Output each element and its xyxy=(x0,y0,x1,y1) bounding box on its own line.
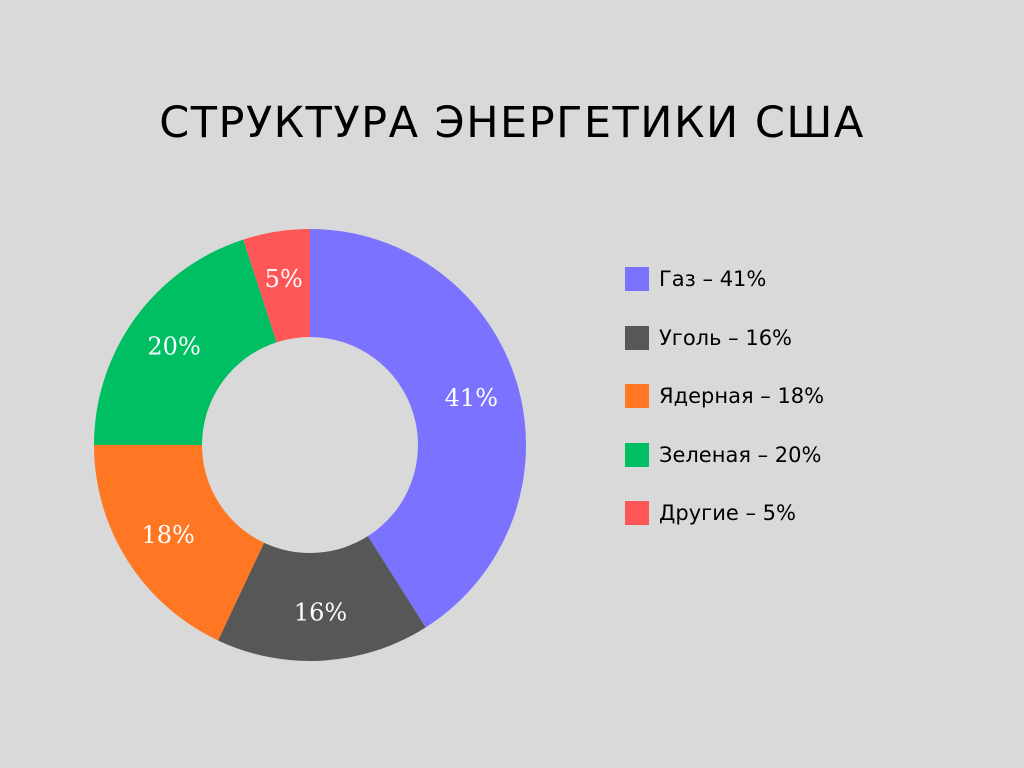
legend-item-green: Зеленая – 20% xyxy=(625,426,824,485)
legend-label-coal: Уголь – 16% xyxy=(659,325,793,350)
legend-label-nuclear: Ядерная – 18% xyxy=(659,384,825,409)
slice-coal xyxy=(218,536,426,661)
chart-title: СТРУКТУРА ЭНЕРГЕТИКИ США xyxy=(159,98,865,148)
legend-swatch-other xyxy=(625,501,649,526)
legend-swatch-gas xyxy=(625,267,649,292)
slice-label-other: 5% xyxy=(265,265,303,293)
legend-item-other: Другие – 5% xyxy=(625,484,824,543)
slice-green xyxy=(94,239,277,445)
legend-swatch-coal xyxy=(625,325,649,350)
legend-item-nuclear: Ядерная – 18% xyxy=(625,367,824,426)
legend-label-gas: Газ – 41% xyxy=(659,267,767,292)
slice-other xyxy=(243,229,310,343)
slice-label-coal: 16% xyxy=(294,599,347,627)
legend-item-coal: Уголь – 16% xyxy=(625,309,824,368)
legend-swatch-green xyxy=(625,442,649,467)
legend-label-other: Другие – 5% xyxy=(659,501,796,526)
slice-nuclear xyxy=(94,445,265,641)
slice-gas xyxy=(310,229,526,628)
legend-item-gas: Газ – 41% xyxy=(625,250,824,309)
slice-label-nuclear: 18% xyxy=(141,521,194,549)
legend-swatch-nuclear xyxy=(625,384,649,409)
legend: Газ – 41% Уголь – 16% Ядерная – 18% Зеле… xyxy=(625,250,824,543)
legend-label-green: Зеленая – 20% xyxy=(659,442,822,467)
slice-label-gas: 41% xyxy=(445,384,498,412)
slice-label-green: 20% xyxy=(147,332,200,360)
